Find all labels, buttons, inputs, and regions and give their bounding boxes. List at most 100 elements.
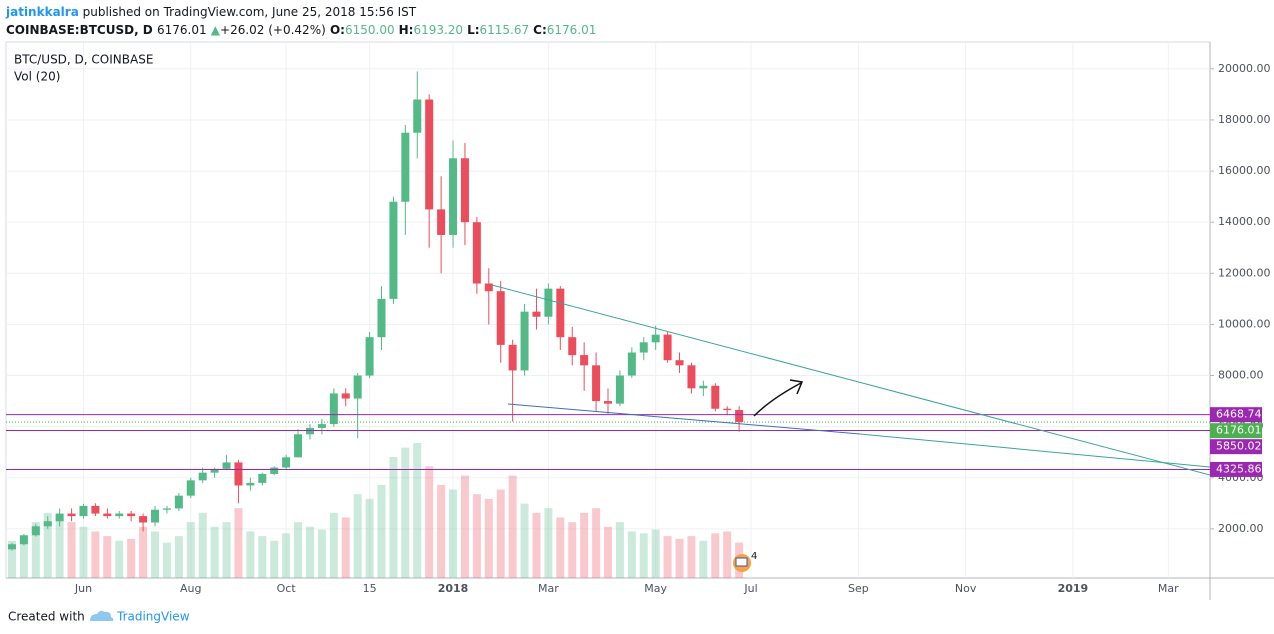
volume-bar: [615, 522, 624, 578]
candle-body: [7, 544, 16, 550]
y-tick-label: 20000.00: [1218, 62, 1271, 75]
y-tick-label: 2000.00: [1218, 522, 1264, 535]
publish-line: jatinkkalra published on TradingView.com…: [6, 3, 600, 21]
price-label-bg: [1210, 461, 1262, 477]
candle-body: [460, 158, 469, 223]
ohlc-key: L:: [467, 23, 480, 37]
y-tick-label: 14000.00: [1218, 215, 1271, 228]
volume-bar: [103, 536, 112, 578]
candle-body: [604, 401, 612, 404]
candle-body: [723, 408, 732, 411]
volume-bar: [627, 531, 636, 578]
candle-body: [389, 201, 398, 299]
candle-body: [556, 288, 565, 338]
volume-bar: [341, 517, 350, 578]
trendline-upper: [491, 284, 1210, 476]
x-tick-label: 2019: [1058, 582, 1089, 595]
ohlc-value: 6150.00: [344, 23, 395, 37]
volume-bar: [651, 529, 660, 578]
volume-bar: [43, 512, 52, 578]
ohlc-key: C:: [533, 23, 547, 37]
volume-bar: [353, 494, 362, 578]
volume-bar: [460, 475, 469, 578]
volume-bar: [663, 536, 672, 578]
candle-body: [484, 283, 493, 292]
price-label-bg: [1210, 439, 1262, 455]
arrow: ▲: [210, 23, 221, 37]
candle-body: [532, 311, 541, 317]
candle-body: [246, 482, 255, 486]
volume-bar: [19, 536, 28, 578]
volume-bar: [31, 522, 40, 578]
volume-bar: [699, 540, 708, 578]
volume-bar: [210, 526, 219, 578]
volume-bar: [198, 512, 207, 578]
drawings: [491, 284, 1210, 476]
price-label: 4325.86: [1216, 462, 1262, 475]
volume-bar: [520, 503, 529, 578]
volume-bar: [592, 508, 601, 578]
volume-bar: [639, 533, 648, 578]
volume-bar: [317, 529, 326, 578]
volume-bar: [723, 531, 732, 578]
symbol: COINBASE:BTCUSD, D: [6, 23, 153, 37]
volume-bar: [151, 531, 160, 578]
volume-bar: [174, 536, 183, 578]
candle-body: [162, 508, 171, 510]
volume-bar: [484, 498, 493, 578]
candle-body: [353, 375, 362, 399]
legend-title: BTC/USD, D, COINBASE: [14, 53, 153, 67]
candle-body: [79, 505, 88, 517]
volume-bar: [222, 522, 231, 578]
candle-body: [341, 393, 350, 399]
candle-body: [568, 337, 577, 356]
candle-body: [675, 360, 684, 366]
volume-bar: [687, 536, 696, 578]
candle-body: [592, 365, 601, 402]
price-label-bg: [1210, 407, 1262, 423]
header: jatinkkalra published on TradingView.com…: [6, 3, 600, 39]
volume-bar: [139, 526, 148, 578]
volume-bar: [532, 512, 541, 578]
volume-legend: Vol (20): [14, 70, 60, 84]
candle-body: [31, 526, 40, 536]
price-label: 6468.74: [1216, 408, 1262, 421]
volume-bar: [675, 538, 684, 578]
y-tick-label: 8000.00: [1218, 369, 1264, 382]
volume-bar: [389, 456, 398, 578]
volume-bar: [234, 508, 243, 578]
candle-body: [520, 311, 529, 371]
candle-body: [174, 495, 183, 509]
ohlc-key: O:: [329, 23, 345, 37]
candle-body: [198, 472, 207, 481]
candle-body: [496, 291, 505, 345]
author[interactable]: jatinkkalra: [6, 5, 79, 19]
events-flag: [735, 557, 748, 567]
volume-bar: [55, 517, 64, 578]
candle-body: [472, 222, 481, 284]
candle-body: [377, 298, 386, 338]
candle-body: [103, 513, 112, 517]
candle-body: [139, 516, 148, 523]
price: 6176.01: [156, 23, 207, 37]
volume-bar: [246, 531, 255, 578]
footer-brand[interactable]: TradingView: [116, 610, 190, 624]
candle-body: [449, 158, 458, 235]
candle-body: [222, 462, 231, 469]
x-tick-label: Mar: [1158, 582, 1179, 595]
volume-bar: [258, 536, 267, 578]
x-tick-label: Sep: [848, 582, 869, 595]
candle-body: [19, 535, 28, 545]
volume-bar: [568, 522, 577, 578]
pane-border: [5, 41, 1211, 579]
candle-body: [639, 342, 648, 353]
brand-logo[interactable]: [90, 610, 114, 621]
candle-body: [317, 424, 326, 428]
candle-body: [91, 505, 100, 514]
volume-bar: [544, 508, 553, 578]
x-tick-label: Aug: [180, 582, 201, 595]
candle-body: [305, 427, 314, 435]
candle-body: [437, 209, 446, 235]
